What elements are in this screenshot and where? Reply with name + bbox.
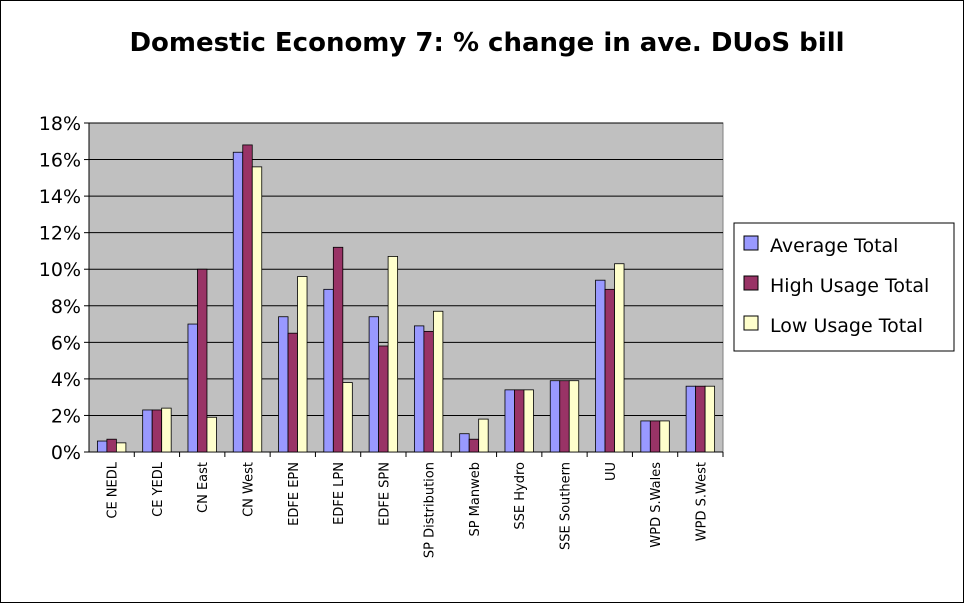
x-category-label: WPD S.West bbox=[694, 462, 709, 541]
y-tick-label: 16% bbox=[39, 150, 81, 172]
bar-high-usage-total bbox=[378, 345, 389, 453]
bar-average-total bbox=[685, 385, 697, 453]
bar-average-total bbox=[413, 325, 425, 453]
x-category-label: WPD S.Wales bbox=[649, 462, 664, 548]
bar-high-usage-total bbox=[514, 389, 525, 453]
bar-high-usage-total bbox=[242, 144, 253, 453]
legend: Average Total High Usage Total Low Usage T… bbox=[733, 222, 955, 352]
bar-high-usage-total bbox=[197, 268, 208, 453]
legend-swatch bbox=[743, 275, 759, 291]
x-category-label: CN East bbox=[196, 462, 211, 513]
plot-area: 0% 2% 4% 6% 8% 10% 12% 14% 16% 18% CE NEDL CE YEDL C… bbox=[39, 113, 724, 558]
bar-low-usage-total bbox=[659, 420, 670, 453]
bar-high-usage-total bbox=[151, 409, 163, 453]
bar-average-total bbox=[504, 389, 515, 453]
bar-high-usage-total bbox=[649, 420, 661, 453]
bar-high-usage-total bbox=[468, 438, 480, 453]
x-category-label: SP Manweb bbox=[468, 462, 483, 537]
x-category-label: SSE Hydro bbox=[513, 462, 528, 530]
bar-average-total bbox=[232, 151, 244, 453]
bar-low-usage-total bbox=[387, 256, 399, 453]
bar-low-usage-total bbox=[251, 166, 263, 453]
bar-high-usage-total bbox=[332, 246, 344, 453]
bar-average-total bbox=[323, 288, 334, 453]
legend-label: Average Total bbox=[770, 235, 898, 257]
bar-average-total bbox=[459, 433, 470, 453]
bar-high-usage-total bbox=[559, 380, 570, 453]
bar-low-usage-total bbox=[478, 418, 489, 453]
bar-low-usage-total bbox=[115, 442, 127, 453]
y-tick-label: 12% bbox=[39, 223, 81, 245]
bar-low-usage-total bbox=[568, 380, 580, 453]
x-category-label: EDFE SPN bbox=[377, 462, 392, 526]
bar-high-usage-total bbox=[287, 332, 298, 453]
bar-low-usage-total bbox=[206, 416, 217, 453]
x-category-label: EDFE EPN bbox=[287, 462, 302, 526]
x-category-label: UU bbox=[604, 462, 619, 481]
y-tick-label: 0% bbox=[51, 442, 81, 464]
bar-low-usage-total bbox=[342, 382, 353, 453]
y-tick-label: 8% bbox=[51, 296, 81, 318]
bar-average-total bbox=[142, 409, 153, 453]
bar-average-total bbox=[549, 380, 561, 453]
bar-low-usage-total bbox=[523, 389, 534, 453]
x-category-label: CE YEDL bbox=[151, 461, 166, 517]
bar-high-usage-total bbox=[423, 330, 434, 453]
y-tick-label: 4% bbox=[51, 369, 81, 391]
x-category-label: CN West bbox=[242, 462, 257, 517]
y-tick-label: 10% bbox=[39, 259, 81, 281]
bar-low-usage-total bbox=[614, 263, 625, 453]
bar-low-usage-total bbox=[161, 407, 172, 453]
bar-low-usage-total bbox=[297, 276, 308, 453]
plot-background bbox=[88, 122, 724, 453]
x-category-label: SSE Southern bbox=[559, 462, 574, 550]
bar-average-total bbox=[595, 279, 606, 453]
y-tick-label: 18% bbox=[39, 113, 81, 135]
legend-swatch bbox=[743, 235, 759, 251]
bar-average-total bbox=[368, 316, 380, 453]
bar-low-usage-total bbox=[704, 385, 716, 453]
x-category-label: EDFE LPN bbox=[332, 462, 347, 525]
y-tick-label: 2% bbox=[51, 405, 81, 427]
bar-average-total bbox=[640, 420, 651, 453]
legend-label: Low Usage Total bbox=[770, 315, 923, 337]
chart-title: Domestic Economy 7: % change in ave. DUo… bbox=[129, 28, 844, 58]
bar-average-total bbox=[187, 323, 198, 453]
y-tick-label: 14% bbox=[39, 186, 81, 208]
bar-average-total bbox=[278, 316, 289, 453]
bar-high-usage-total bbox=[695, 385, 706, 453]
bar-high-usage-total bbox=[604, 288, 615, 453]
bar-average-total bbox=[96, 440, 108, 453]
x-category-label: CE NEDL bbox=[106, 461, 121, 518]
legend-swatch bbox=[743, 315, 759, 331]
legend-label: High Usage Total bbox=[770, 275, 929, 297]
legend-box bbox=[733, 222, 955, 352]
bar-low-usage-total bbox=[432, 310, 444, 453]
y-tick-label: 6% bbox=[51, 332, 81, 354]
x-category-label: SP Distribution bbox=[423, 462, 438, 558]
bar-high-usage-total bbox=[106, 438, 117, 453]
